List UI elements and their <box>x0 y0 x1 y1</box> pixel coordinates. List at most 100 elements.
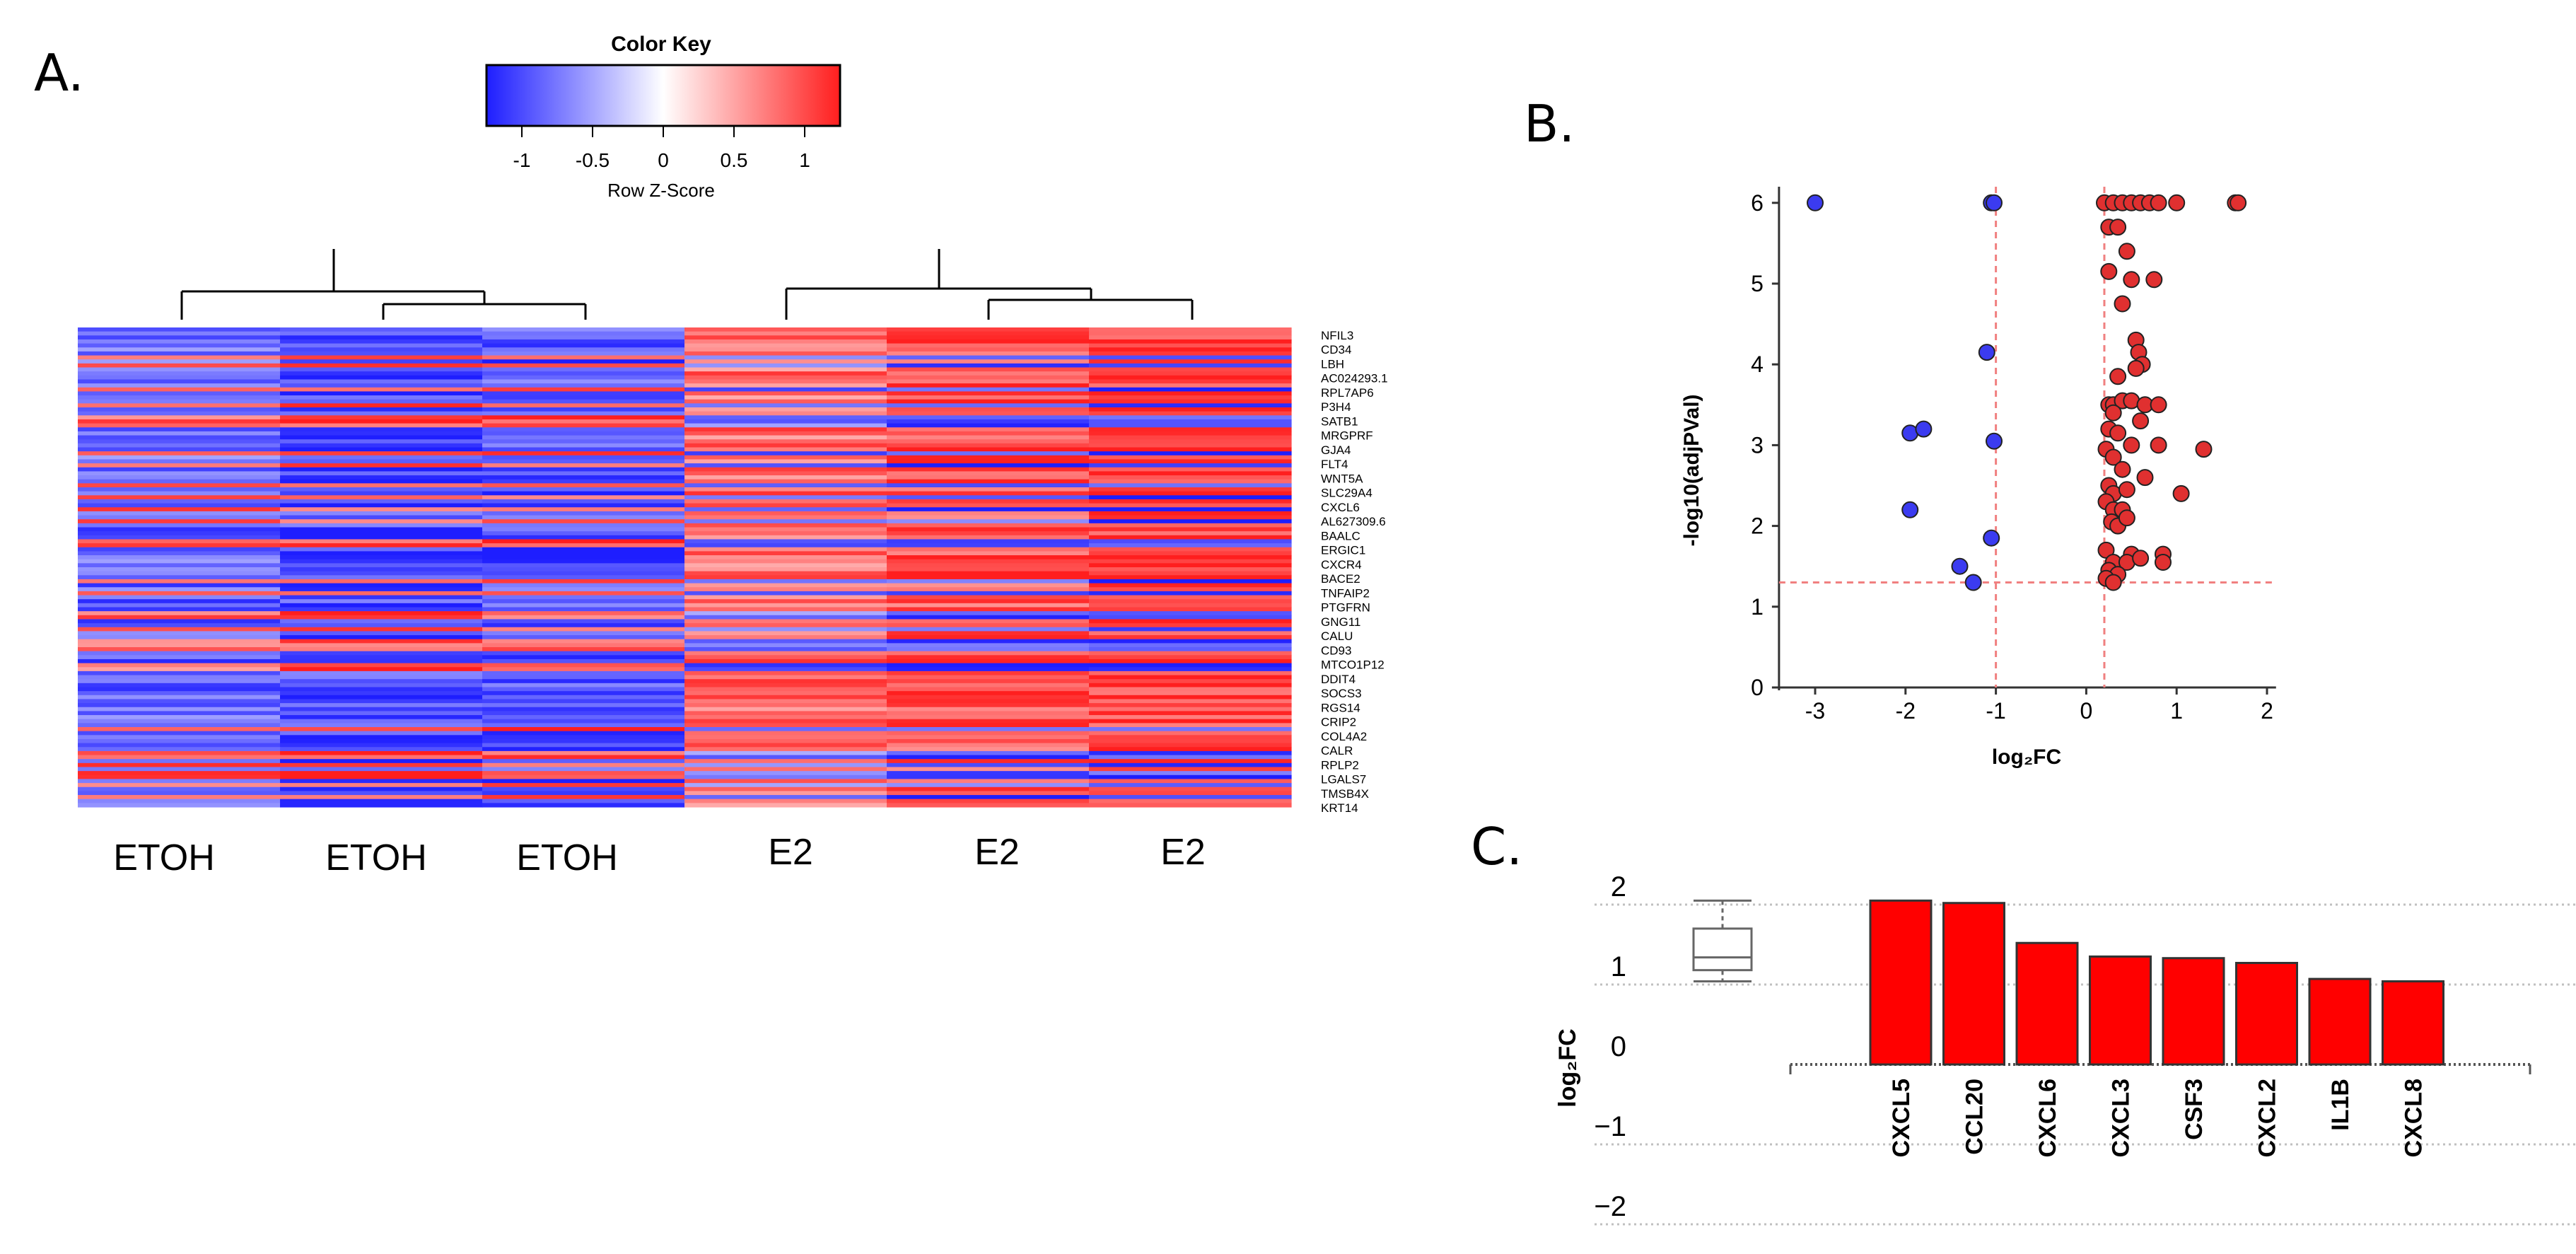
heatmap-cell <box>78 683 281 688</box>
heatmap-cell <box>280 443 483 448</box>
heatmap-cell <box>684 786 887 791</box>
heatmap-cell <box>1089 419 1292 424</box>
heatmap-cell <box>684 367 887 372</box>
heatmap-cell <box>280 367 483 372</box>
heatmap-cell <box>887 786 1090 791</box>
column-label: E2 <box>768 832 813 873</box>
heatmap-cell <box>78 667 281 672</box>
heatmap-cell <box>280 371 483 376</box>
heatmap-cell <box>280 567 483 572</box>
heatmap-cell <box>280 795 483 800</box>
gene-label: MTCO1P12 <box>1321 658 1385 672</box>
bar-y-tick-label: 2 <box>1611 871 1626 902</box>
volcano-x-tick-label: 1 <box>2170 698 2183 724</box>
heatmap-cell <box>1089 774 1292 780</box>
heatmap-cell <box>684 774 887 780</box>
heatmap-cell <box>684 795 887 800</box>
heatmap-cell <box>78 519 281 524</box>
heatmap-cell <box>1089 595 1292 600</box>
volcano-point-up <box>2132 550 2150 567</box>
heatmap-cell <box>280 563 483 568</box>
heatmap-cell <box>887 367 1090 372</box>
heatmap-cell <box>1089 559 1292 564</box>
heatmap-cell <box>78 487 281 492</box>
heatmap-cell <box>78 663 281 668</box>
heatmap-cell <box>887 419 1090 424</box>
heatmap-cell <box>482 515 685 520</box>
heatmap-cell <box>482 571 685 576</box>
heatmap-cell <box>280 711 483 716</box>
heatmap-cell <box>482 491 685 496</box>
heatmap-cell <box>1089 727 1292 732</box>
heatmap-cell <box>684 567 887 572</box>
heatmap-cell <box>482 747 685 752</box>
heatmap-cell <box>482 663 685 668</box>
heatmap-cell <box>78 575 281 580</box>
heatmap-cell <box>684 459 887 464</box>
heatmap-cell <box>482 483 685 488</box>
heatmap-cell <box>1089 635 1292 640</box>
volcano-point-up <box>2123 271 2140 289</box>
heatmap-cell <box>482 511 685 516</box>
heatmap-cell <box>1089 531 1292 536</box>
heatmap-cell <box>887 575 1090 580</box>
heatmap-cell <box>887 535 1090 540</box>
heatmap-cell <box>280 411 483 416</box>
volcano-y-tick-label: 5 <box>1751 271 1764 296</box>
heatmap-cell <box>78 786 281 791</box>
heatmap-cell <box>482 687 685 692</box>
heatmap-cell <box>887 783 1090 788</box>
heatmap-cell <box>1089 567 1292 572</box>
heatmap-cell <box>1089 587 1292 592</box>
heatmap-cell <box>78 363 281 368</box>
heatmap-cell <box>684 439 887 444</box>
heatmap-cell <box>1089 607 1292 612</box>
gene-label: NFIL3 <box>1321 329 1353 342</box>
heatmap-cell <box>280 583 483 588</box>
heatmap-cell <box>78 331 281 336</box>
heatmap-cell <box>684 755 887 760</box>
heatmap-cell <box>280 339 483 344</box>
heatmap-cell <box>280 335 483 340</box>
heatmap-cell <box>1089 463 1292 468</box>
gene-label: FLT4 <box>1321 458 1348 471</box>
volcano-point-up <box>2168 194 2186 211</box>
heatmap-cell <box>482 783 685 788</box>
heatmap-cell <box>684 738 887 744</box>
heatmap-cell <box>887 635 1090 640</box>
heatmap-cell <box>280 658 483 664</box>
heatmap-cell <box>78 639 281 644</box>
heatmap-cell <box>887 699 1090 704</box>
heatmap-cell <box>280 471 483 476</box>
heatmap-cell <box>1089 543 1292 548</box>
heatmap-cell <box>684 535 887 540</box>
heatmap-cell <box>1089 591 1292 596</box>
color-key-tick-label: -0.5 <box>576 149 610 171</box>
heatmap-cell <box>280 399 483 404</box>
heatmap-cell <box>280 535 483 540</box>
heatmap-cell <box>684 519 887 524</box>
heatmap-cell <box>684 691 887 696</box>
volcano-point-up <box>2104 448 2122 466</box>
heatmap-cell <box>482 343 685 348</box>
heatmap-cell <box>482 703 685 708</box>
volcano-point-up <box>2104 404 2122 422</box>
gene-label: CALR <box>1321 744 1353 757</box>
heatmap-cell <box>280 459 483 464</box>
bars: CXCL5 CCL20 CXCL6 CXCL3 CSF3 CXCL2 IL1B CXCL8 <box>1869 899 2444 1157</box>
heatmap-cell <box>482 331 685 336</box>
heatmap-cell <box>1089 467 1292 472</box>
heatmap-cell <box>684 771 887 776</box>
bar-y-label: log₂FC <box>1554 1028 1581 1107</box>
heatmap-cell <box>1089 487 1292 492</box>
heatmap-cell <box>280 631 483 636</box>
heatmap-cell <box>1089 795 1292 800</box>
heatmap-cell <box>1089 743 1292 748</box>
volcano-point-up <box>2150 396 2167 414</box>
volcano-y-tick-label: 6 <box>1751 190 1764 216</box>
heatmap-cell <box>887 519 1090 524</box>
heatmap-cell <box>887 387 1090 392</box>
heatmap-cell <box>684 639 887 644</box>
heatmap-cell <box>887 355 1090 360</box>
heatmap-cell <box>78 799 281 803</box>
